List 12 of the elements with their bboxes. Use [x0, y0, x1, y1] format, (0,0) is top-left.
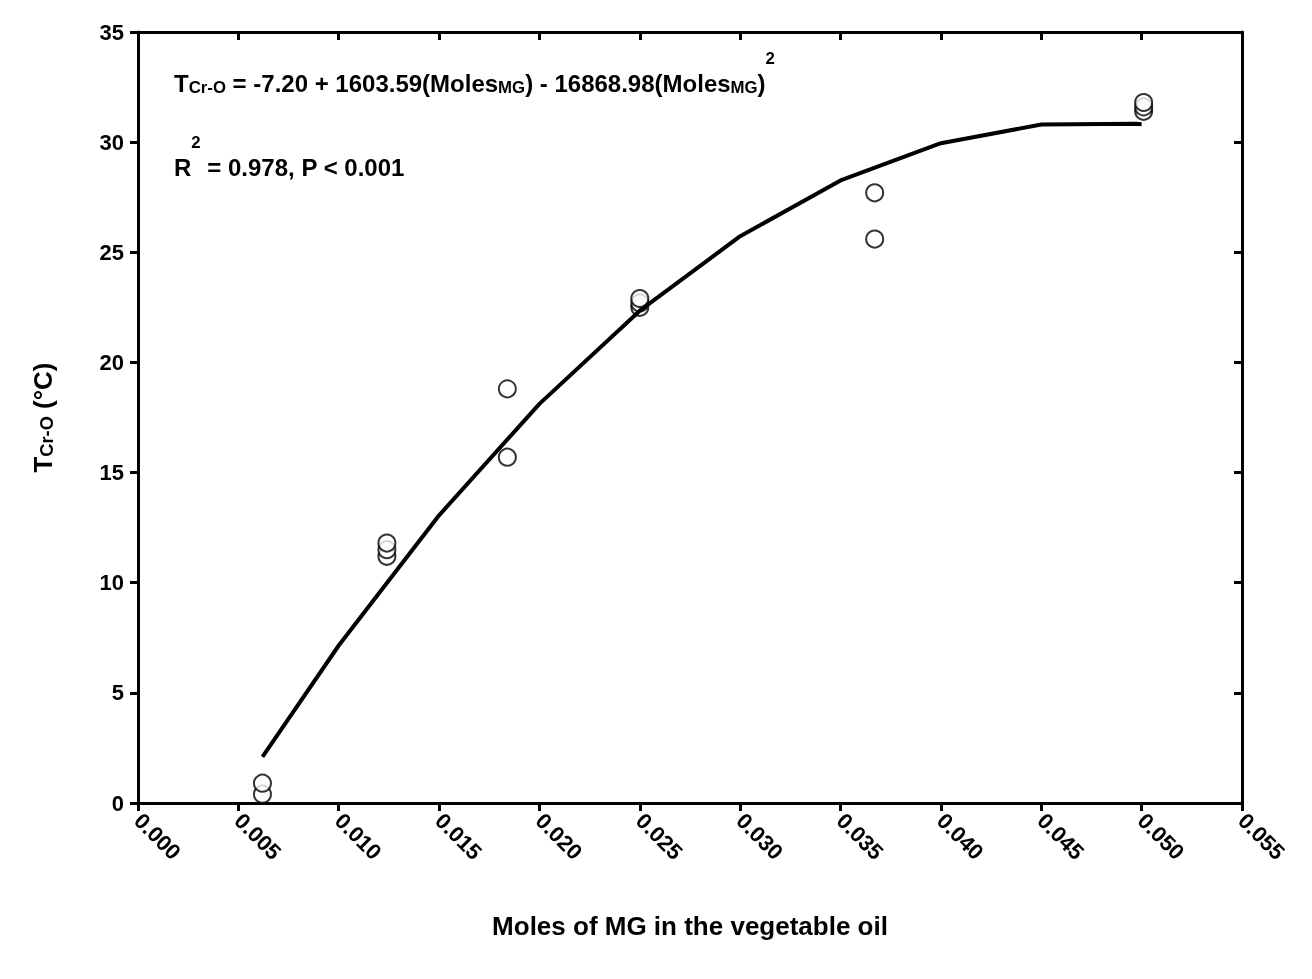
y-axis-title: TCr-O (°C)	[28, 362, 58, 473]
y-tick-label: 10	[99, 570, 124, 596]
y-tick-label: 35	[99, 19, 124, 45]
y-tick-label: 25	[99, 239, 124, 265]
annotation: R2 = 0.978, P < 0.001	[174, 133, 405, 182]
y-tick-label: 20	[99, 349, 124, 375]
x-axis-title: Moles of MG in the vegetable oil	[492, 911, 888, 941]
y-tick-label: 0	[111, 790, 124, 816]
y-tick-label: 30	[99, 129, 124, 155]
annotation: TCr-O = -7.20 + 1603.59(MolesMG) - 16868.98(MolesMG)2	[174, 49, 775, 98]
y-tick-label: 5	[111, 680, 124, 706]
y-tick-label: 15	[99, 460, 124, 486]
